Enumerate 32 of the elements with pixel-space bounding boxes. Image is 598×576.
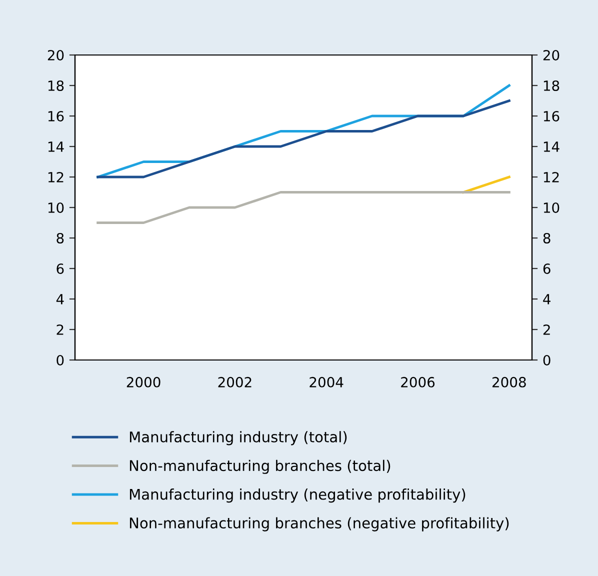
y-tick-label: 2	[56, 324, 64, 335]
x-tick-label: 2008	[492, 376, 526, 388]
legend-label: Manufacturing industry (total)	[130, 431, 347, 446]
y-tick-label: 14	[48, 142, 64, 152]
x-tick-label: 2004	[310, 376, 344, 388]
y2-tick-label: 20	[543, 50, 560, 60]
x-tick-label: 2006	[401, 376, 435, 388]
y-tick-label: 20	[48, 50, 64, 60]
y2-tick-label: 10	[544, 202, 560, 213]
x-tick-label: 2002	[218, 376, 252, 388]
y-tick-label: 4	[56, 294, 64, 304]
legend-label: Non-manufacturing branches (negative profitability)	[130, 517, 509, 532]
y-tick-label: 0	[56, 354, 64, 366]
y2-tick-label: 6	[543, 263, 550, 274]
legend-label: Manufacturing industry (negative profitability)	[130, 488, 466, 503]
y2-tick-label: 2	[543, 324, 550, 335]
y2-tick-label: 4	[543, 294, 550, 304]
line-series	[96, 100, 510, 178]
y2-tick-label: 12	[544, 172, 559, 182]
y2-tick-label: 8	[543, 232, 550, 244]
y-tick-label: 6	[56, 263, 64, 274]
y2-tick-label: 18	[544, 80, 560, 91]
y-tick-label: 8	[56, 232, 64, 244]
y-tick-label: 16	[48, 110, 64, 122]
y2-tick-label: 14	[544, 142, 560, 152]
legend-label: Non-manufacturing branches (total)	[130, 460, 390, 474]
x-tick-label: 2000	[126, 376, 160, 388]
y2-tick-label: 0	[543, 354, 550, 366]
y-tick-label: 18	[48, 80, 64, 91]
y-tick-label: 12	[48, 172, 64, 182]
y2-tick-label: 16	[544, 110, 560, 122]
y-tick-label: 10	[48, 202, 64, 213]
